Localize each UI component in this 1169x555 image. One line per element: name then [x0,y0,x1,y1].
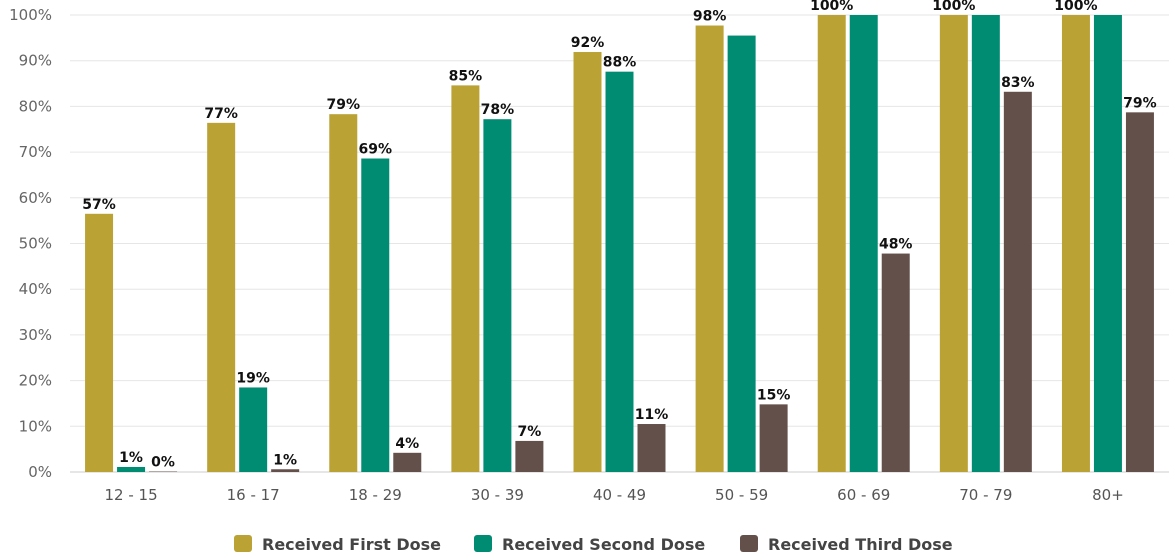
data-labels: 57% 1% 0% 77% 19% 1% 79% 69% 4% 85% 78% 7% 92% 88% 11%… [82,0,1156,471]
data-label: 48% [879,237,913,253]
bar[interactable] [759,404,788,472]
bar[interactable] [727,35,756,472]
bar[interactable] [271,469,300,472]
data-label: 100% [932,0,975,14]
bar[interactable] [393,452,422,472]
data-label: 77% [204,106,238,122]
bar[interactable] [515,440,544,472]
data-label: 15% [757,387,791,403]
data-label: 57% [82,197,116,213]
data-label: 19% [236,370,270,386]
bar[interactable] [207,122,236,473]
bar[interactable] [637,424,666,472]
legend-label: Received Second Dose [502,535,705,554]
y-tick-label: 80% [19,97,52,115]
data-label: 85% [449,68,483,84]
y-axis: 0% 10% 20% 30% 40% 50% 60% 70% 80% 90% 100% [9,6,52,481]
data-label: 7% [517,424,541,440]
bar[interactable] [329,114,358,472]
bar[interactable] [149,471,178,473]
x-tick-label: 40 - 49 [593,486,646,504]
data-label: 0% [151,455,175,471]
bar[interactable] [483,119,512,473]
y-tick-label: 10% [19,417,52,435]
bar[interactable] [849,15,878,472]
y-tick-label: 30% [19,326,52,344]
data-label: 1% [119,450,143,466]
y-tick-label: 20% [19,372,52,390]
bar[interactable] [85,213,114,473]
legend-label: Received Third Dose [768,535,953,554]
y-tick-label: 100% [9,6,52,24]
data-label: 69% [359,141,393,157]
data-label: 4% [395,436,419,452]
bar[interactable] [239,387,268,472]
legend: Received First Dose Received Second Dose R… [234,535,953,554]
x-tick-label: 18 - 29 [349,486,402,504]
y-tick-label: 50% [19,235,52,253]
data-label: 92% [571,35,605,51]
bar[interactable] [971,15,1000,472]
bar[interactable] [1061,15,1090,472]
x-tick-label: 70 - 79 [959,486,1012,504]
x-tick-label: 30 - 39 [471,486,524,504]
y-tick-label: 90% [19,52,52,70]
bars [85,15,1154,473]
data-label: 88% [603,55,637,71]
legend-item[interactable]: Received Third Dose [740,535,953,554]
y-tick-label: 0% [28,463,52,481]
bar[interactable] [117,466,146,472]
bar[interactable] [695,25,724,473]
legend-swatch [234,535,252,552]
legend-swatch [740,535,758,552]
bar[interactable] [573,52,602,472]
legend-item[interactable]: Received First Dose [234,535,441,554]
x-tick-label: 60 - 69 [837,486,890,504]
legend-label: Received First Dose [262,535,441,554]
x-axis: 12 - 15 16 - 17 18 - 29 30 - 39 40 - 49 50 - … [104,486,1123,504]
bar[interactable] [817,15,846,472]
bar[interactable] [361,158,390,473]
bar[interactable] [1003,91,1032,472]
x-tick-label: 12 - 15 [104,486,157,504]
data-label: 79% [1123,95,1157,111]
y-tick-label: 60% [19,189,52,207]
bar[interactable] [1125,112,1154,472]
x-tick-label: 50 - 59 [715,486,768,504]
bar[interactable] [451,85,480,473]
data-label: 11% [635,407,669,423]
data-label: 100% [810,0,853,14]
data-label: 79% [327,97,361,113]
bar[interactable] [939,15,968,472]
legend-swatch [474,535,492,552]
data-label: 83% [1001,75,1035,91]
data-label: 78% [481,102,515,118]
x-tick-label: 16 - 17 [227,486,280,504]
legend-item[interactable]: Received Second Dose [474,535,705,554]
data-label: 98% [693,9,727,25]
data-label: 100% [1054,0,1097,14]
bar[interactable] [605,71,634,472]
x-tick-label: 80+ [1092,486,1124,504]
data-label: 1% [273,452,297,468]
bar[interactable] [1093,15,1122,472]
y-tick-label: 40% [19,280,52,298]
bar[interactable] [881,253,910,472]
y-tick-label: 70% [19,143,52,161]
